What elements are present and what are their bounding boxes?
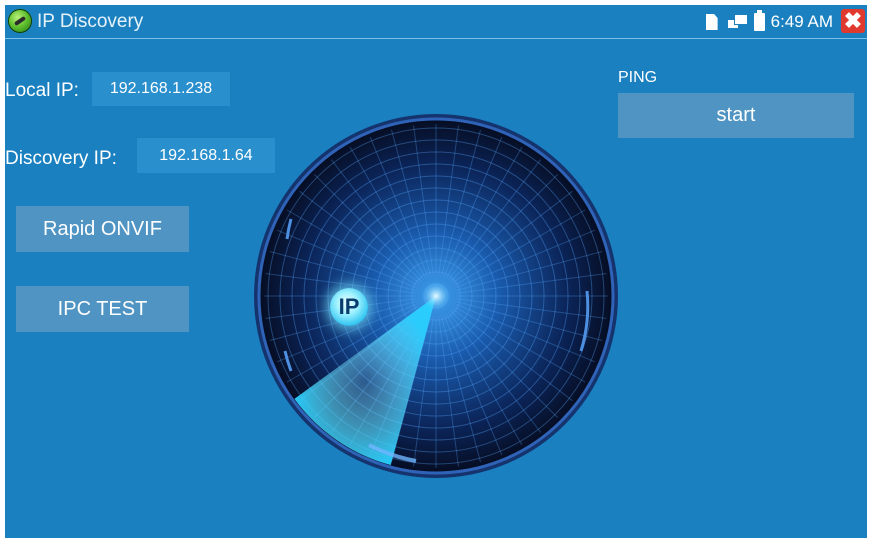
radar-spoke — [269, 251, 417, 292]
app-screen: IP Discovery 6:49 AM ✖ Local IP: 192.168… — [5, 5, 867, 538]
local-ip-field[interactable]: 192.168.1.238 — [92, 72, 230, 106]
radar-spoke — [440, 315, 481, 463]
sd-card-icon — [705, 14, 718, 30]
radar-spoke — [451, 190, 573, 285]
close-icon[interactable]: ✖ — [841, 9, 865, 33]
radar-spoke — [454, 303, 596, 363]
radar-spoke — [455, 300, 603, 341]
app-icon — [8, 9, 32, 33]
network-icon — [727, 14, 748, 30]
radar-ring — [399, 259, 473, 333]
radar-arc-mark — [283, 350, 293, 372]
radar-spoke — [451, 307, 573, 402]
radar-spoke — [369, 136, 429, 278]
ipc-test-button[interactable]: IPC TEST — [16, 286, 189, 332]
radar-spoke — [455, 298, 607, 319]
local-ip-label: Local IP: — [5, 80, 79, 101]
ping-start-button[interactable]: start — [618, 93, 854, 138]
radar-spoke — [299, 190, 421, 285]
status-time: 6:49 AM — [770, 12, 833, 31]
radar-spoke — [330, 159, 425, 281]
radar-arc-mark — [285, 218, 293, 240]
radar-spoke — [455, 273, 607, 294]
radar-spoke — [413, 315, 434, 467]
radar-spoke — [443, 314, 503, 456]
radar-spoke — [449, 309, 558, 418]
radar-spoke — [447, 159, 542, 281]
radar-spoke — [276, 303, 418, 363]
ping-label: PING — [618, 69, 658, 86]
radar-spoke — [438, 315, 459, 467]
status-area: 6:49 AM — [705, 10, 837, 33]
radar-ring — [375, 235, 497, 357]
radar-spoke — [286, 209, 419, 287]
radar-spoke — [349, 146, 427, 279]
radar-spoke — [440, 129, 481, 277]
discovery-ip-field[interactable]: 192.168.1.64 — [137, 138, 275, 173]
rapid-onvif-button[interactable]: Rapid ONVIF — [16, 206, 189, 252]
radar-spoke — [314, 174, 423, 283]
radar-spoke — [438, 125, 459, 277]
radar-spoke — [447, 311, 542, 433]
radar-spoke — [445, 313, 523, 446]
radar-display — [254, 114, 618, 478]
battery-icon — [753, 10, 765, 31]
radar-spoke — [391, 315, 432, 463]
radar-ring — [327, 187, 545, 405]
radar-ring — [279, 139, 593, 453]
radar-arc-mark — [368, 443, 417, 463]
ip-device-marker[interactable]: IP — [330, 288, 368, 326]
radar-ring — [303, 163, 569, 429]
radar-spoke — [265, 273, 417, 294]
radar-spoke — [286, 305, 419, 383]
radar-spoke — [413, 125, 434, 277]
radar-sweep — [294, 296, 436, 466]
radar-ring — [267, 127, 605, 465]
radar-spoke — [276, 229, 418, 289]
radar-ring — [291, 151, 581, 441]
radar-spoke — [454, 229, 596, 289]
radar-center — [422, 282, 450, 310]
radar-ring — [315, 175, 557, 417]
radar-ring — [411, 271, 461, 321]
discovery-ip-label: Discovery IP: — [5, 148, 117, 169]
radar-spoke — [445, 146, 523, 279]
radar-spoke — [449, 174, 558, 283]
radar-spoke — [391, 129, 432, 277]
radar-arc-mark — [579, 290, 590, 352]
title-bar: IP Discovery 6:49 AM ✖ — [5, 5, 867, 39]
radar-spoke — [453, 305, 586, 383]
app-title: IP Discovery — [37, 11, 144, 32]
radar-spoke — [443, 136, 503, 278]
radar-spoke — [455, 251, 603, 292]
radar-spoke — [453, 209, 586, 287]
radar-ring — [387, 247, 485, 345]
